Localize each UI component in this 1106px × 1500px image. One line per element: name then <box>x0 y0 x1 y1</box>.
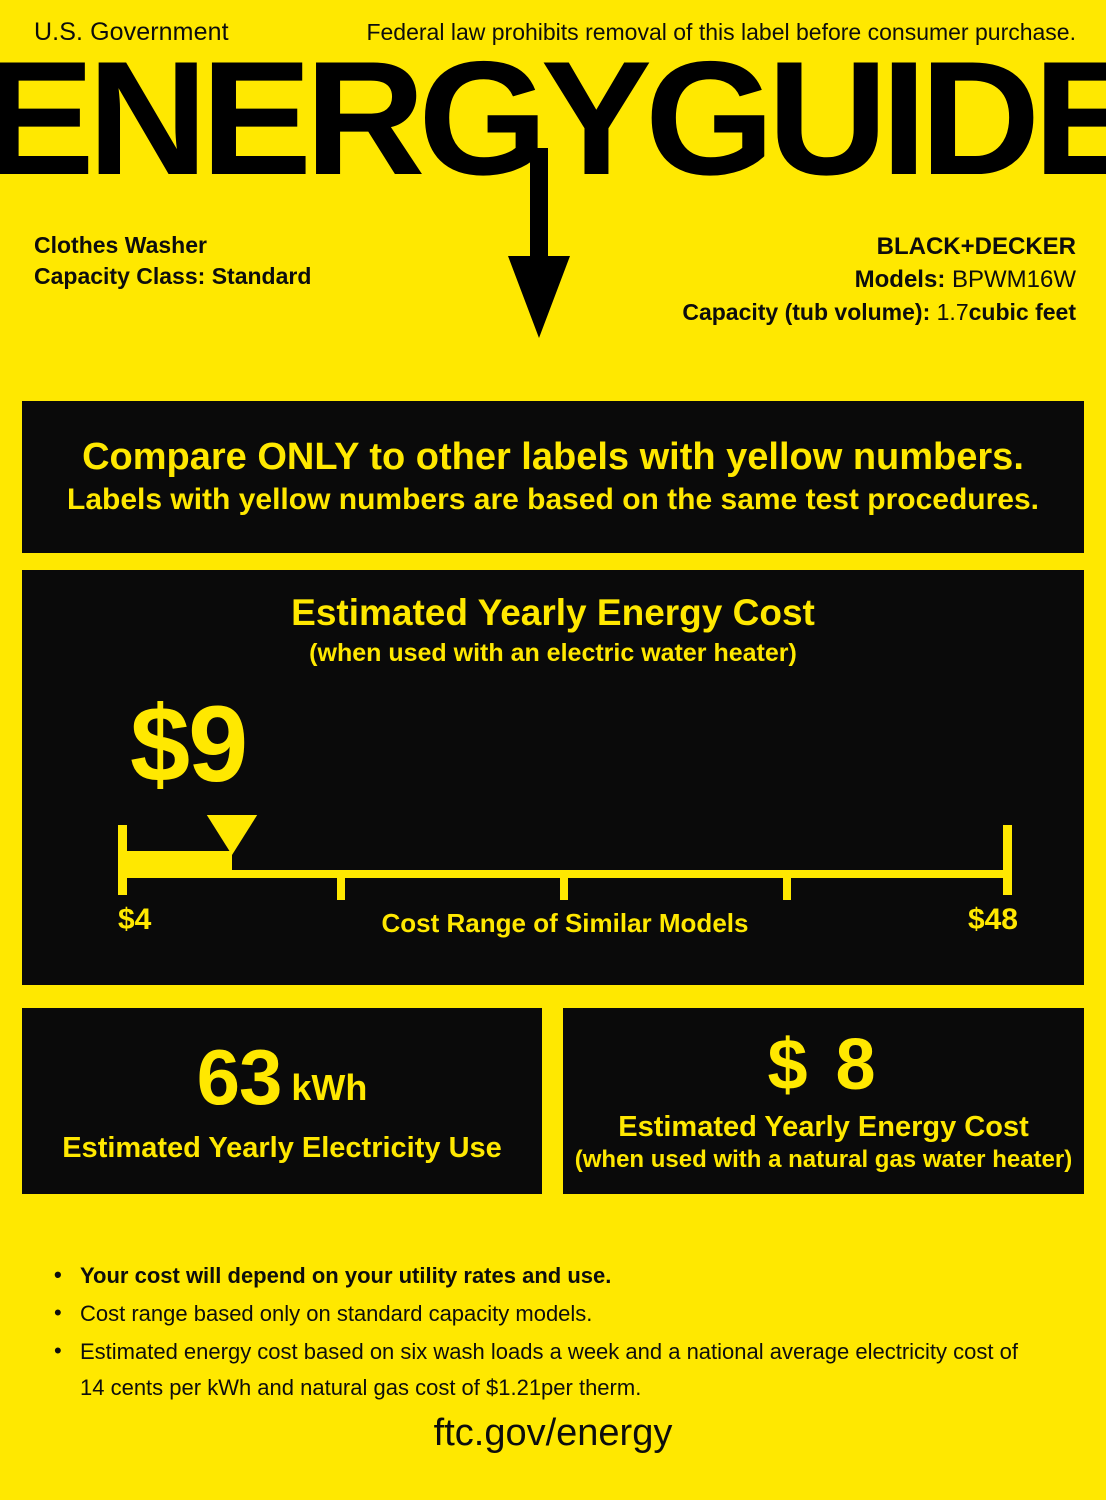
gas-cost-subcaption: (when used with a natural gas water heat… <box>574 1145 1073 1173</box>
down-arrow-icon <box>508 148 570 338</box>
cost-range-scale: $4 $48 Cost Range of Similar Models <box>100 801 1030 938</box>
model-number: BPWM16W <box>951 266 1076 293</box>
brand-name: BLACK+DECKER <box>876 233 1076 260</box>
compare-banner: Compare ONLY to other labels with yellow… <box>22 401 1084 553</box>
estimated-yearly-energy-cost-gas-panel: $ 8 Estimated Yearly Energy Cost (when u… <box>563 1008 1084 1194</box>
electricity-value-row: 63 kWh <box>197 1038 368 1116</box>
compare-line-2: Labels with yellow numbers are based on … <box>67 483 1039 516</box>
models-label: Models <box>854 266 938 293</box>
range-low-label: $4 <box>118 903 152 936</box>
product-type: Clothes Washer <box>34 232 207 258</box>
footnote-list: Your cost will depend on your utility ra… <box>48 1257 1048 1408</box>
capacity-value: 1.7 <box>936 299 969 325</box>
range-high-label: $48 <box>967 903 1018 936</box>
estimated-yearly-electricity-use-panel: 63 kWh Estimated Yearly Electricity Use <box>22 1008 542 1194</box>
agency-name: U.S. Government <box>34 18 229 46</box>
electricity-value: 63 <box>196 1032 283 1121</box>
cost-range-scale-graphic <box>118 801 1012 900</box>
cost-range-caption: Cost Range of Similar Models <box>381 908 749 938</box>
model-line: Models: BPWM16W <box>682 263 1076 296</box>
electricity-unit: kWh <box>291 1066 368 1108</box>
ftc-url[interactable]: ftc.gov/energy <box>433 1412 673 1454</box>
cost-panel-title: Estimated Yearly Energy Cost <box>291 592 815 633</box>
gas-cost-value: $ 8 <box>767 1024 880 1105</box>
list-item: Estimated energy cost based on six wash … <box>48 1333 1048 1406</box>
estimated-yearly-energy-cost-panel: Estimated Yearly Energy Cost (when used … <box>22 570 1084 985</box>
gas-cost-caption: Estimated Yearly Energy Cost <box>618 1110 1029 1143</box>
capacity-line: Capacity (tub volume): 1.7cubic feet <box>682 296 1076 329</box>
electricity-caption: Estimated Yearly Electricity Use <box>62 1131 502 1164</box>
list-item: Cost range based only on standard capaci… <box>48 1295 1048 1332</box>
compare-line-1: Compare ONLY to other labels with yellow… <box>82 436 1024 478</box>
cost-value: $9 <box>130 683 248 804</box>
capacity-unit: cubic feet <box>968 299 1076 325</box>
list-item: Your cost will depend on your utility ra… <box>48 1257 1048 1294</box>
product-capacity-class: Capacity Class: Standard <box>34 263 312 289</box>
product-info-left: Clothes Washer Capacity Class: Standard <box>34 230 311 292</box>
product-info-right: BLACK+DECKER Models: BPWM16W Capacity (t… <box>682 230 1076 329</box>
energyguide-wordmark: ENERGYGUIDE <box>0 28 1106 209</box>
models-separator: : <box>937 266 946 293</box>
capacity-label: Capacity (tub volume): <box>682 299 931 325</box>
cost-panel-subtitle: (when used with an electric water heater… <box>309 639 797 667</box>
legal-notice: Federal law prohibits removal of this la… <box>366 19 1076 45</box>
top-header: U.S. Government Federal law prohibits re… <box>34 18 1076 47</box>
